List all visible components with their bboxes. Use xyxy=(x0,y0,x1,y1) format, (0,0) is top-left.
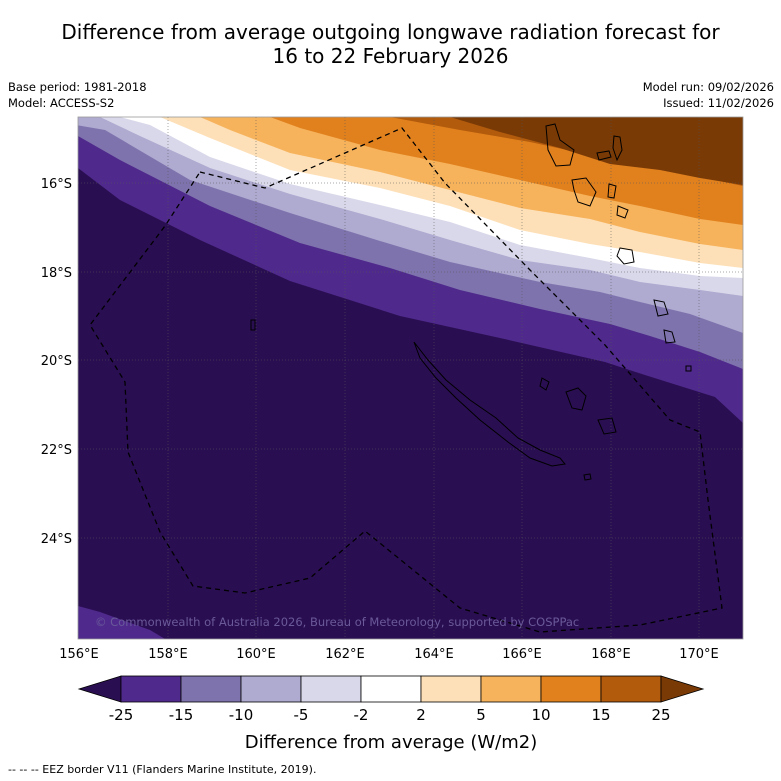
vanuatu-tanna xyxy=(653,299,669,317)
colorbar-tick-label: 15 xyxy=(591,706,610,724)
colorbar-legend: -25 -15 -10 -5 -2 2 5 10 15 25 Differenc… xyxy=(77,675,705,753)
base-period: Base period: 1981-2018 xyxy=(8,80,147,94)
colorbar-tick-label: -15 xyxy=(169,706,194,724)
colorbar-segment xyxy=(480,675,542,703)
lat-label: 18°S xyxy=(41,266,72,281)
colorbar-tick-label: -5 xyxy=(294,706,309,724)
colorbar-segment xyxy=(240,675,302,703)
vanuatu-erromango xyxy=(616,247,635,265)
colorbar-low-extension xyxy=(77,675,122,703)
lon-label: 170°E xyxy=(679,647,719,662)
loyalty-island-3 xyxy=(597,417,617,435)
isle-of-pines xyxy=(583,473,592,481)
lon-label: 164°E xyxy=(414,647,454,662)
lon-label: 158°E xyxy=(148,647,188,662)
colorbar-tick-label: -2 xyxy=(354,706,369,724)
colorbar-title: Difference from average (W/m2) xyxy=(245,732,537,753)
eez-border xyxy=(89,127,723,633)
colorbar-segment xyxy=(360,675,422,703)
vanuatu-ambae xyxy=(596,150,612,161)
copyright-watermark: © Commonwealth of Australia 2026, Bureau… xyxy=(95,615,579,629)
olr-anomaly-map: © Commonwealth of Australia 2026, Bureau… xyxy=(41,116,744,753)
colorbar-segment xyxy=(120,675,182,703)
coastlines xyxy=(250,123,692,481)
eez-border-note: -- -- -- EEZ border V11 (Flanders Marine… xyxy=(8,763,317,776)
small-island-matthew xyxy=(685,365,692,372)
colorbar-tick-label: 25 xyxy=(651,706,670,724)
lon-label: 168°E xyxy=(591,647,631,662)
band-corner-minus25 xyxy=(78,606,165,639)
longitude-labels: 156°E 158°E 160°E 162°E 164°E 166°E 168°… xyxy=(59,647,719,662)
model-name: Model: ACCESS-S2 xyxy=(8,96,115,110)
colorbar-segment xyxy=(540,675,602,703)
lon-label: 166°E xyxy=(502,647,542,662)
lat-label: 20°S xyxy=(41,354,72,369)
vanuatu-aneityum xyxy=(663,329,676,344)
lon-label: 160°E xyxy=(236,647,276,662)
colorbar-tick-label: -25 xyxy=(109,706,134,724)
graticule xyxy=(78,117,743,639)
colorbar-tick-label: 10 xyxy=(531,706,550,724)
lat-label: 16°S xyxy=(41,177,72,192)
colorbar-segment xyxy=(420,675,482,703)
lon-label: 162°E xyxy=(325,647,365,662)
chart-title-line2: 16 to 22 February 2026 xyxy=(272,44,509,68)
new-caledonia-island xyxy=(413,341,566,467)
colorbar-tick-label: 5 xyxy=(476,706,486,724)
vanuatu-efate xyxy=(616,205,629,219)
loyalty-island-1 xyxy=(539,377,550,391)
colorbar-high-extension xyxy=(660,675,705,703)
model-run: Model run: 09/02/2026 xyxy=(642,80,774,94)
lat-label: 22°S xyxy=(41,443,72,458)
issued-date: Issued: 11/02/2026 xyxy=(663,96,774,110)
anomaly-field: © Commonwealth of Australia 2026, Bureau… xyxy=(78,117,743,639)
loyalty-island-2 xyxy=(565,387,587,411)
map-frame xyxy=(77,116,744,640)
vanuatu-espiritu-santo xyxy=(545,123,575,167)
colorbar-segment xyxy=(300,675,362,703)
lat-label: 24°S xyxy=(41,532,72,547)
latitude-labels: 16°S 18°S 20°S 22°S 24°S xyxy=(41,177,72,547)
vanuatu-pentecost xyxy=(607,183,617,199)
small-island-chesterfield xyxy=(250,319,256,331)
colorbar-tick-label: 2 xyxy=(416,706,426,724)
colorbar-segment xyxy=(600,675,662,703)
vanuatu-malekula xyxy=(571,177,597,207)
lon-label: 156°E xyxy=(59,647,99,662)
colorbar-segment xyxy=(180,675,242,703)
vanuatu-maewo xyxy=(612,135,623,162)
colorbar-tick-label: -10 xyxy=(229,706,254,724)
chart-title-line1: Difference from average outgoing longwav… xyxy=(61,20,720,44)
